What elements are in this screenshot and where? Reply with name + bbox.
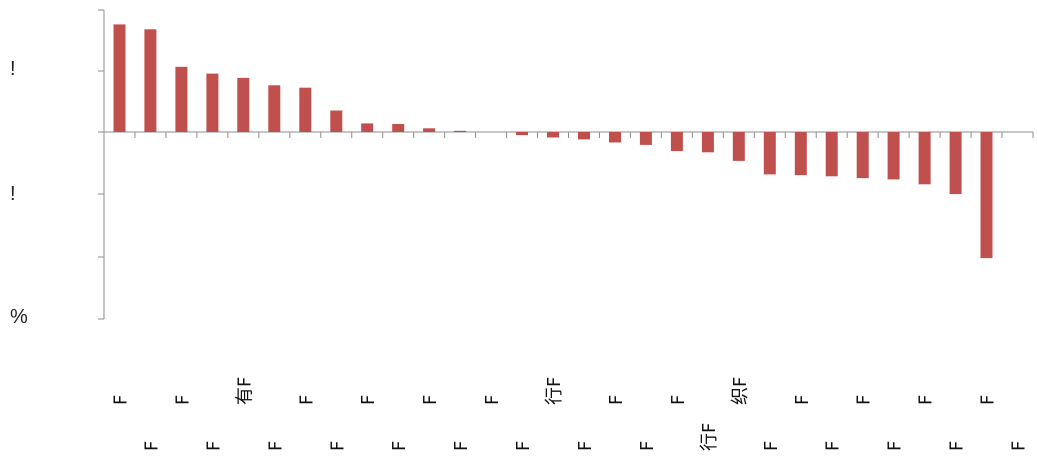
bar [268,85,281,132]
chart-axes [98,9,1034,320]
x-tick-label: F [141,441,162,451]
bar [918,132,931,185]
x-tick-label: F [172,395,193,405]
bar [392,124,405,132]
x-tick-label: F [978,395,999,405]
x-tick-label: F [265,441,286,451]
bar [175,66,188,132]
x-tick-label: F [637,441,658,451]
bar [361,123,374,132]
bar [516,132,528,136]
x-tick-label: F [885,441,906,451]
bar [206,73,219,132]
x-tick-label: F [854,395,875,405]
y-tick-label: ! [10,58,16,80]
y-tick-label: ! [10,183,16,205]
x-tick-label: F [358,395,379,405]
x-tick-label: F [111,395,132,405]
bar [454,130,467,132]
x-tick-label: 织F [730,377,751,405]
y-tick-label: % [10,306,28,328]
bar [856,132,869,179]
bar [949,132,962,195]
x-tick-label: F [389,441,410,451]
x-tick-label: F [513,441,534,451]
x-tick-label: F [482,395,503,405]
x-tick-label: F [668,395,689,405]
x-tick-labels: F F F F 有F F F F F F F F F F 行F F F F F 行F 织F F F F F F F F F F [111,377,1030,451]
bar [887,132,900,180]
bar [578,132,590,140]
x-tick-label: F [420,395,441,405]
bar [547,132,559,138]
bar [609,132,621,143]
bar [794,132,807,176]
bar [825,132,838,177]
x-tick-label: 行F [544,377,565,405]
bar [763,132,776,175]
x-tick-label: F [823,441,844,451]
x-tick-label: F [916,395,937,405]
bar-series [113,24,993,259]
x-tick-label: F [296,395,317,405]
bar [980,132,993,259]
x-tick-label: F [947,441,968,451]
x-tick-label: F [606,395,627,405]
bar [144,29,157,132]
bar [670,132,683,152]
bar [639,132,652,145]
x-tick-label: F [1009,441,1030,451]
bar [330,110,343,132]
x-tick-label: F [327,441,348,451]
x-tick-label: F [203,441,224,451]
bar [732,132,745,161]
x-tick-label: 有F [234,377,255,405]
bar [113,24,126,132]
x-tick-label: F [792,395,813,405]
x-tick-label: 行F [699,423,720,451]
x-tick-label: F [575,441,596,451]
bar [423,128,436,132]
bar [701,132,714,153]
x-tick-label: F [761,441,782,451]
bar [299,87,312,132]
bar [237,77,250,132]
x-tick-label: F [451,441,472,451]
